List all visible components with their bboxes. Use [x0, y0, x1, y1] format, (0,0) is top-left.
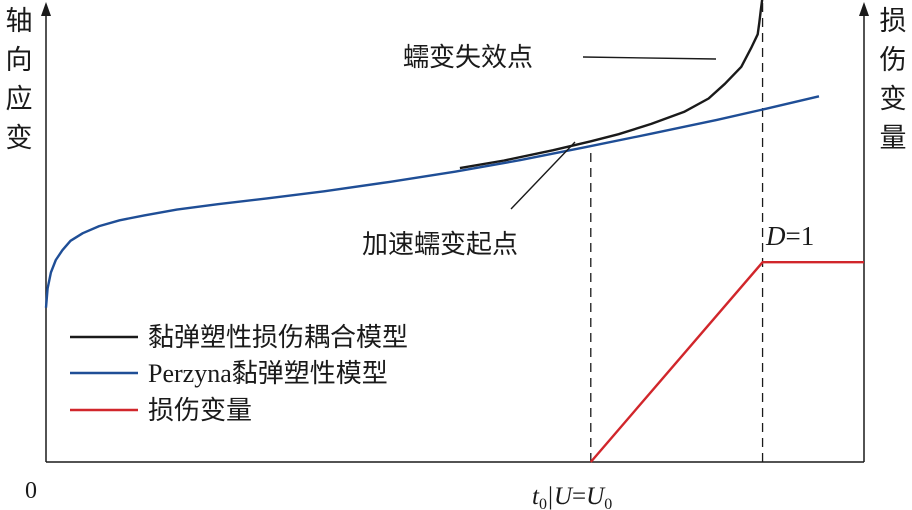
annotation-d-var: D	[765, 221, 786, 251]
right-axis-label-char: 量	[880, 123, 907, 154]
legend-label-perzyna: Perzyna黏弹塑性模型	[148, 359, 388, 388]
annotation-leader-accelerated-creep	[510, 141, 576, 210]
series-line-coupled-damage-model	[459, 0, 764, 170]
right-axis-label-char: 伤	[880, 45, 907, 76]
left-axis-label: 轴 向 应 变	[6, 6, 33, 154]
annotation-damage-equals-one: D=1	[765, 221, 814, 251]
series-line-damage-variable	[589, 261, 864, 463]
legend: 黏弹塑性损伤耦合模型 Perzyna黏弹塑性模型 损伤变量	[70, 323, 408, 426]
x-label-u0-subscript: 0	[604, 496, 612, 510]
legend-label-coupled: 黏弹塑性损伤耦合模型	[148, 323, 408, 353]
right-y-axis-arrow	[859, 2, 869, 16]
right-axis-label-char: 损	[880, 6, 907, 37]
origin-label: 0	[25, 478, 37, 504]
right-axis-label-char: 变	[880, 84, 907, 115]
x-label-t-subscript: 0	[539, 496, 547, 510]
axes	[41, 2, 869, 463]
x-label-u: U	[554, 483, 574, 510]
left-axis-label-char: 变	[6, 123, 33, 154]
series-line-perzyna-model	[44, 95, 820, 308]
annotation-creep-failure-point: 蠕变失效点	[403, 43, 533, 73]
x-label-t: t	[532, 483, 540, 510]
x-label-separator: |	[548, 483, 553, 510]
legend-label-damage: 损伤变量	[148, 396, 252, 426]
annotation-leader-creep-failure	[582, 56, 717, 60]
x-axis-label: t0|U=U0	[532, 483, 612, 510]
left-y-axis-arrow	[41, 2, 51, 16]
x-label-equals: =	[572, 483, 586, 510]
series-group	[44, 0, 864, 463]
annotation-d-rest: =1	[786, 221, 815, 251]
right-axis-label: 损 伤 变 量	[880, 6, 907, 154]
left-axis-label-char: 向	[6, 45, 33, 76]
left-axis-label-char: 轴	[6, 6, 33, 37]
left-axis-label-char: 应	[6, 84, 33, 115]
reference-lines	[590, 2, 764, 462]
annotations: 蠕变失效点 加速蠕变起点 D=1	[362, 43, 814, 260]
x-label-u0: U	[586, 483, 606, 510]
annotation-accelerated-creep-start: 加速蠕变起点	[362, 230, 518, 260]
